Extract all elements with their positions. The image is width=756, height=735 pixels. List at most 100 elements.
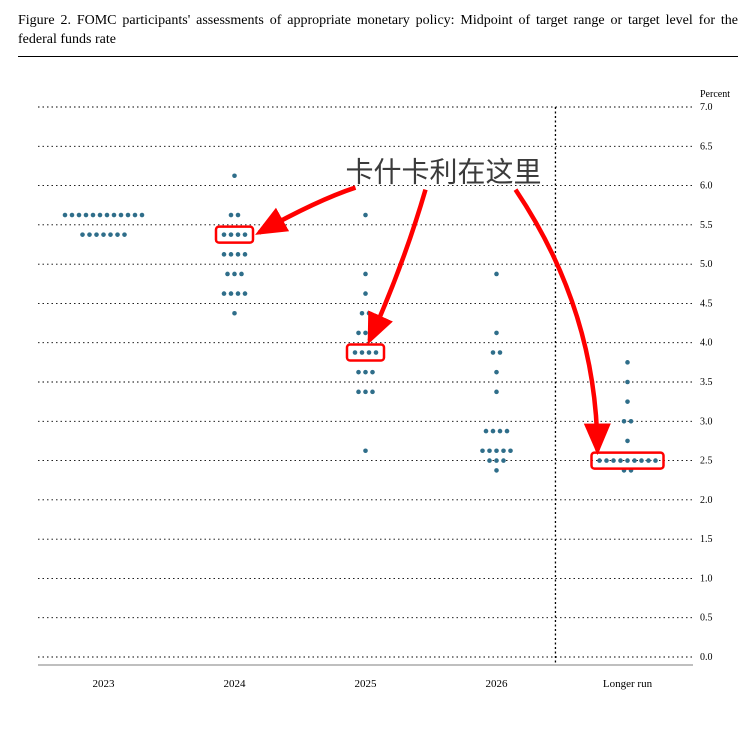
dot xyxy=(126,213,131,218)
dot xyxy=(229,252,234,257)
annotation-arrow xyxy=(370,189,426,340)
ytick-label: 6.0 xyxy=(700,180,713,191)
dot xyxy=(108,232,113,237)
y-axis-title: Percent xyxy=(700,89,730,100)
dot xyxy=(625,438,630,443)
dot xyxy=(363,213,368,218)
dot-plot-chart: 0.00.51.01.52.02.53.03.54.04.55.05.56.06… xyxy=(18,87,738,707)
figure-title: Figure 2. FOMC participants' assessments… xyxy=(18,12,738,57)
ytick-label: 1.5 xyxy=(700,534,713,545)
dot xyxy=(229,232,234,237)
dot xyxy=(597,458,602,463)
dot xyxy=(646,458,651,463)
dot xyxy=(243,252,248,257)
dot xyxy=(363,330,368,335)
dot xyxy=(225,271,230,276)
dot xyxy=(239,271,244,276)
dot xyxy=(622,419,627,424)
dot xyxy=(232,311,237,316)
xtick-label: 2024 xyxy=(224,678,247,690)
dot xyxy=(625,399,630,404)
dot xyxy=(625,360,630,365)
highlight-box xyxy=(216,226,253,242)
dot xyxy=(498,429,503,434)
ytick-label: 0.5 xyxy=(700,612,713,623)
dot xyxy=(115,232,120,237)
ytick-label: 4.0 xyxy=(700,337,713,348)
dot xyxy=(98,213,103,218)
annotation-arrow xyxy=(516,189,598,450)
dot xyxy=(105,213,110,218)
dot xyxy=(625,458,630,463)
dot xyxy=(484,429,489,434)
dot xyxy=(243,291,248,296)
annotation-label: 卡什卡利在这里 xyxy=(346,156,542,187)
dot xyxy=(498,350,503,355)
xtick-label: 2025 xyxy=(355,678,378,690)
dot xyxy=(363,370,368,375)
dot xyxy=(91,213,96,218)
dot xyxy=(363,448,368,453)
dot xyxy=(487,458,492,463)
chart-svg: 0.00.51.01.52.02.53.03.54.04.55.05.56.06… xyxy=(18,87,738,707)
dot xyxy=(101,232,106,237)
dot xyxy=(505,429,510,434)
dot xyxy=(229,213,234,218)
xtick-label: 2026 xyxy=(486,678,509,690)
ytick-label: 3.5 xyxy=(700,377,713,388)
dot xyxy=(494,389,499,394)
dot xyxy=(508,448,513,453)
annotation-arrow xyxy=(259,187,356,232)
dot xyxy=(122,232,127,237)
dot xyxy=(494,370,499,375)
ytick-label: 1.0 xyxy=(700,573,713,584)
dot xyxy=(611,458,616,463)
dot xyxy=(501,448,506,453)
dot xyxy=(491,429,496,434)
dot xyxy=(133,213,138,218)
ytick-label: 2.5 xyxy=(700,455,713,466)
dot xyxy=(370,389,375,394)
dot xyxy=(140,213,145,218)
dot xyxy=(629,419,634,424)
dot xyxy=(87,232,92,237)
dot xyxy=(604,458,609,463)
dot xyxy=(625,379,630,384)
dot xyxy=(639,458,644,463)
dot xyxy=(77,213,82,218)
dot xyxy=(618,458,623,463)
dot xyxy=(363,389,368,394)
dot xyxy=(84,213,89,218)
dot xyxy=(494,271,499,276)
dot xyxy=(63,213,68,218)
dot xyxy=(367,311,372,316)
dot xyxy=(494,468,499,473)
dot xyxy=(229,291,234,296)
dot xyxy=(222,232,227,237)
dot xyxy=(236,213,241,218)
dot xyxy=(491,350,496,355)
ytick-label: 2.0 xyxy=(700,495,713,506)
ytick-label: 7.0 xyxy=(700,102,713,113)
dot xyxy=(370,370,375,375)
dot xyxy=(653,458,658,463)
dot xyxy=(232,173,237,178)
dot xyxy=(501,458,506,463)
dot xyxy=(80,232,85,237)
dot xyxy=(494,448,499,453)
ytick-label: 0.0 xyxy=(700,652,713,663)
ytick-label: 4.5 xyxy=(700,298,713,309)
dot xyxy=(487,448,492,453)
dot xyxy=(70,213,75,218)
dot xyxy=(222,252,227,257)
ytick-label: 5.5 xyxy=(700,220,713,231)
dot xyxy=(356,330,361,335)
dot xyxy=(356,370,361,375)
dot xyxy=(480,448,485,453)
xtick-label: Longer run xyxy=(603,678,653,690)
dot xyxy=(222,291,227,296)
dot xyxy=(363,271,368,276)
ytick-label: 3.0 xyxy=(700,416,713,427)
dot xyxy=(353,350,358,355)
dot xyxy=(232,271,237,276)
